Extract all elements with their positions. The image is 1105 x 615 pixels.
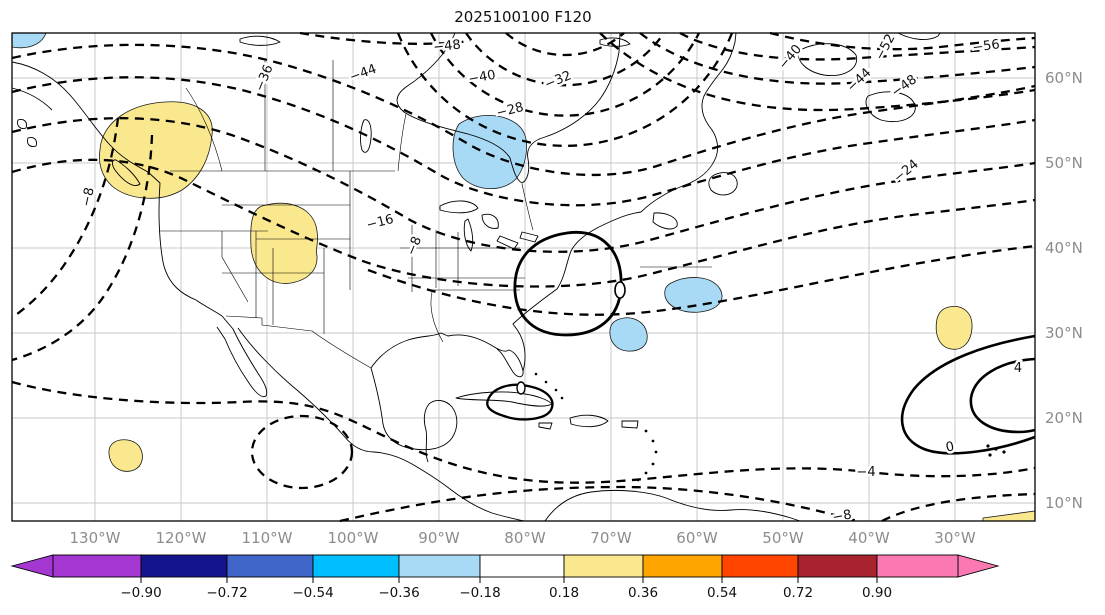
x-tick-label: 30°W	[934, 529, 976, 547]
colorbar-extend-left-arrow	[10, 554, 54, 578]
colorbar-tick-label: −0.72	[206, 585, 247, 601]
y-tick-label: 30°N	[1045, 324, 1083, 342]
negative-shading-topleft	[11, 32, 47, 49]
contour-label: −44	[844, 65, 874, 95]
x-tick-label: 70°W	[590, 529, 632, 547]
contour-value-labels: −48−36 −44 −40 −32−28−40 −52 −56−44 −48−24−8−1…	[77, 29, 1025, 528]
latitude-axis-labels: 60°N 50°N 40°N 30°N 20°N 10°N	[1045, 69, 1083, 512]
x-tick-label: 120°W	[156, 529, 207, 547]
colorbar-tick-label: 0.36	[628, 585, 658, 601]
x-tick-label: 80°W	[504, 529, 546, 547]
contour-label: −8	[79, 186, 98, 208]
colorbar: −0.90 −0.72 −0.54 −0.36 −0.18 0.18 0.36 0.54 0.7…	[10, 554, 1000, 601]
contour-label: −4	[856, 465, 875, 480]
x-tick-label: 90°W	[418, 529, 460, 547]
contour-label: 4	[1014, 361, 1022, 376]
x-tick-label: 130°W	[70, 529, 121, 547]
colorbar-segment	[398, 554, 481, 578]
map-frame	[11, 32, 1036, 522]
plot-title: 2025100100 F120	[454, 8, 591, 26]
colorbar-segment	[312, 554, 400, 578]
negative-shading-atlantic-2	[609, 317, 648, 352]
y-tick-label: 40°N	[1045, 239, 1083, 257]
positive-shading-pacific	[108, 439, 143, 472]
colorbar-segment	[226, 554, 314, 578]
contour-label: −16	[365, 212, 395, 233]
colorbar-tick-label: 0.54	[707, 585, 737, 601]
colorbar-tick-label: −0.18	[459, 585, 500, 601]
positive-shading-corner	[982, 510, 1036, 522]
positive-shading-bc	[99, 101, 213, 199]
zero-contour-marker	[614, 281, 626, 299]
contour-label: −8	[404, 234, 425, 257]
contour-label: −8	[831, 507, 852, 525]
colorbar-segment	[563, 554, 644, 578]
positive-shading-atlantic	[935, 306, 973, 350]
contour-label: 0	[944, 439, 955, 455]
y-tick-label: 60°N	[1045, 69, 1083, 87]
contour-label: −56	[971, 37, 1000, 56]
zero-contour-marker	[516, 381, 526, 395]
anomaly-shading-patches	[11, 32, 1036, 522]
colorbar-tick-label: 0.72	[783, 585, 813, 601]
colorbar-extend-right-arrow	[957, 554, 1000, 578]
contour-label: −40	[776, 42, 805, 73]
colorbar-segment	[797, 554, 878, 578]
contour-label: −28	[495, 100, 525, 121]
negative-shading-atlantic-1	[664, 277, 723, 313]
positive-shading-colorado	[250, 202, 318, 284]
contour-label: −52	[872, 32, 898, 63]
x-tick-label: 60°W	[676, 529, 718, 547]
colorbar-segment	[52, 554, 142, 578]
island-dots	[534, 372, 1006, 482]
x-tick-label: 110°W	[242, 529, 293, 547]
longitude-axis-labels: 130°W 120°W 110°W 100°W 90°W 80°W 70°W 60°W 50°W…	[70, 529, 976, 547]
contour-label: −48	[433, 38, 462, 56]
colorbar-segment	[479, 554, 565, 578]
contour-label: −48	[889, 72, 920, 100]
colorbar-tick-label: −0.54	[292, 585, 333, 601]
state-province-borders	[160, 60, 712, 369]
negative-shading-ontario	[452, 114, 527, 190]
y-tick-label: 50°N	[1045, 154, 1083, 172]
colorbar-tick-label: 0.90	[862, 585, 892, 601]
colorbar-tick-label: −0.90	[120, 585, 161, 601]
y-tick-label: 10°N	[1045, 494, 1083, 512]
x-tick-label: 40°W	[848, 529, 890, 547]
colorbar-segment	[876, 554, 959, 578]
x-tick-label: 50°W	[762, 529, 804, 547]
colorbar-tick-label: 0.18	[549, 585, 579, 601]
colorbar-tick-label: −0.36	[378, 585, 419, 601]
contour-label: −44	[348, 62, 379, 85]
x-tick-label: 100°W	[328, 529, 379, 547]
y-tick-label: 20°N	[1045, 409, 1083, 427]
colorbar-segment	[140, 554, 228, 578]
contour-label: −40	[467, 68, 497, 88]
colorbar-segment	[721, 554, 799, 578]
colorbar-segment	[642, 554, 723, 578]
contour-lines	[11, 31, 1036, 523]
contour-label: −32	[543, 68, 574, 92]
